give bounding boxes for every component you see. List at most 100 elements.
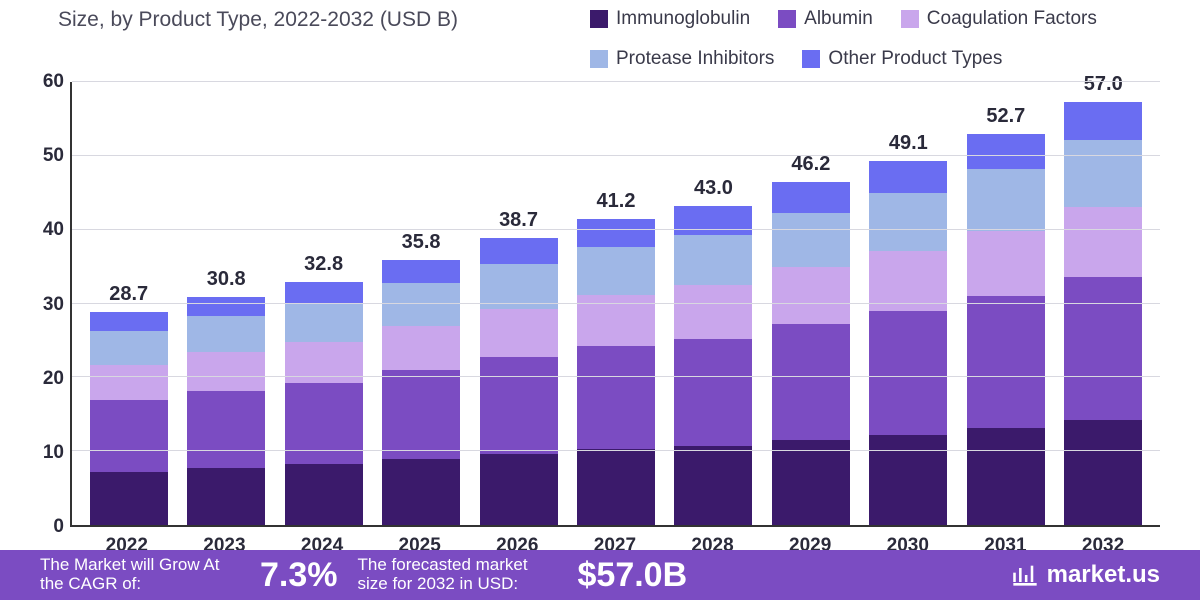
legend-item: Protease Inhibitors	[590, 48, 774, 70]
bar-segment	[480, 238, 558, 264]
bar-group: 41.2	[577, 219, 655, 525]
bar-segment	[772, 213, 850, 267]
bar-segment	[869, 311, 947, 434]
bar-segment	[967, 428, 1045, 525]
legend-swatch	[590, 10, 608, 28]
footer-size-value: $57.0B	[578, 556, 688, 595]
bar-segment	[285, 303, 363, 342]
bar-group: 38.7	[480, 238, 558, 525]
bar-segment	[187, 316, 265, 352]
bar-segment	[1064, 102, 1142, 140]
bar-segment	[187, 391, 265, 468]
grid-line	[72, 155, 1160, 156]
bar-total-label: 57.0	[1084, 73, 1123, 96]
bar-segment	[480, 309, 558, 357]
bar-group: 43.0	[674, 206, 752, 525]
bar-segment	[1064, 277, 1142, 419]
y-tick-label: 40	[43, 219, 64, 241]
bar-segment	[1064, 207, 1142, 277]
bar-stack	[187, 297, 265, 525]
brand-icon	[1011, 561, 1039, 589]
bar-segment	[90, 331, 168, 365]
grid-line	[72, 229, 1160, 230]
bar-stack	[285, 282, 363, 525]
legend: Immunoglobulin Albumin Coagulation Factors…	[590, 8, 1150, 70]
bar-segment	[1064, 140, 1142, 207]
bar-segment	[674, 206, 752, 235]
legend-item: Other Product Types	[802, 48, 1002, 70]
bar-total-label: 52.7	[986, 105, 1025, 128]
legend-item: Albumin	[778, 8, 873, 30]
bar-segment	[577, 346, 655, 449]
bar-group: 35.8	[382, 260, 460, 525]
y-tick-label: 0	[53, 516, 64, 538]
chart-area: 0102030405060 28.730.832.835.838.741.243…	[70, 82, 1160, 527]
bar-segment	[772, 440, 850, 525]
grid-line	[72, 81, 1160, 82]
bar-group: 52.7	[967, 134, 1045, 525]
legend-label: Coagulation Factors	[927, 8, 1097, 30]
bar-stack	[967, 134, 1045, 525]
grid-line	[72, 303, 1160, 304]
y-axis: 0102030405060	[32, 82, 70, 527]
bar-group: 57.0	[1064, 102, 1142, 525]
bar-stack	[480, 238, 558, 525]
bar-segment	[285, 282, 363, 304]
bar-segment	[1064, 420, 1142, 525]
bar-segment	[187, 297, 265, 316]
bar-segment	[577, 449, 655, 525]
bar-segment	[674, 235, 752, 285]
bar-stack	[869, 161, 947, 525]
y-tick-label: 10	[43, 442, 64, 464]
bar-total-label: 46.2	[791, 153, 830, 176]
bar-segment	[187, 468, 265, 525]
bar-group: 28.7	[90, 312, 168, 525]
bar-segment	[674, 339, 752, 447]
bar-group: 46.2	[772, 182, 850, 525]
bar-segment	[967, 134, 1045, 169]
bar-segment	[967, 169, 1045, 231]
legend-label: Albumin	[804, 8, 873, 30]
footer-text-cagr: The Market will Grow At the CAGR of:	[40, 556, 240, 593]
bar-segment	[90, 312, 168, 331]
bar-segment	[90, 400, 168, 471]
bar-segment	[772, 267, 850, 324]
bar-segment	[382, 370, 460, 459]
bar-group: 32.8	[285, 282, 363, 525]
legend-label: Other Product Types	[828, 48, 1002, 70]
bars-container: 28.730.832.835.838.741.243.046.249.152.7…	[72, 82, 1160, 525]
bar-segment	[382, 459, 460, 525]
legend-label: Protease Inhibitors	[616, 48, 774, 70]
footer-cagr-value: 7.3%	[260, 556, 338, 595]
y-tick-label: 50	[43, 145, 64, 167]
bar-total-label: 43.0	[694, 177, 733, 200]
bar-segment	[674, 285, 752, 338]
bar-stack	[1064, 102, 1142, 525]
bar-stack	[674, 206, 752, 525]
bar-segment	[382, 283, 460, 325]
legend-label: Immunoglobulin	[616, 8, 750, 30]
legend-item: Immunoglobulin	[590, 8, 750, 30]
legend-swatch	[590, 50, 608, 68]
legend-item: Coagulation Factors	[901, 8, 1097, 30]
bar-segment	[772, 324, 850, 440]
bar-stack	[577, 219, 655, 525]
bar-segment	[674, 446, 752, 525]
bar-stack	[772, 182, 850, 525]
bar-segment	[382, 260, 460, 284]
bar-segment	[480, 357, 558, 453]
grid-line	[72, 450, 1160, 451]
brand-name: market.us	[1047, 561, 1160, 589]
bar-total-label: 35.8	[402, 231, 441, 254]
bar-segment	[285, 383, 363, 465]
bar-segment	[90, 365, 168, 401]
y-tick-label: 60	[43, 71, 64, 93]
bar-segment	[869, 161, 947, 193]
grid-line	[72, 376, 1160, 377]
footer-banner: The Market will Grow At the CAGR of: 7.3…	[0, 550, 1200, 600]
bar-segment	[869, 193, 947, 251]
bar-stack	[90, 312, 168, 525]
bar-total-label: 49.1	[889, 132, 928, 155]
bar-group: 49.1	[869, 161, 947, 525]
bar-total-label: 32.8	[304, 253, 343, 276]
